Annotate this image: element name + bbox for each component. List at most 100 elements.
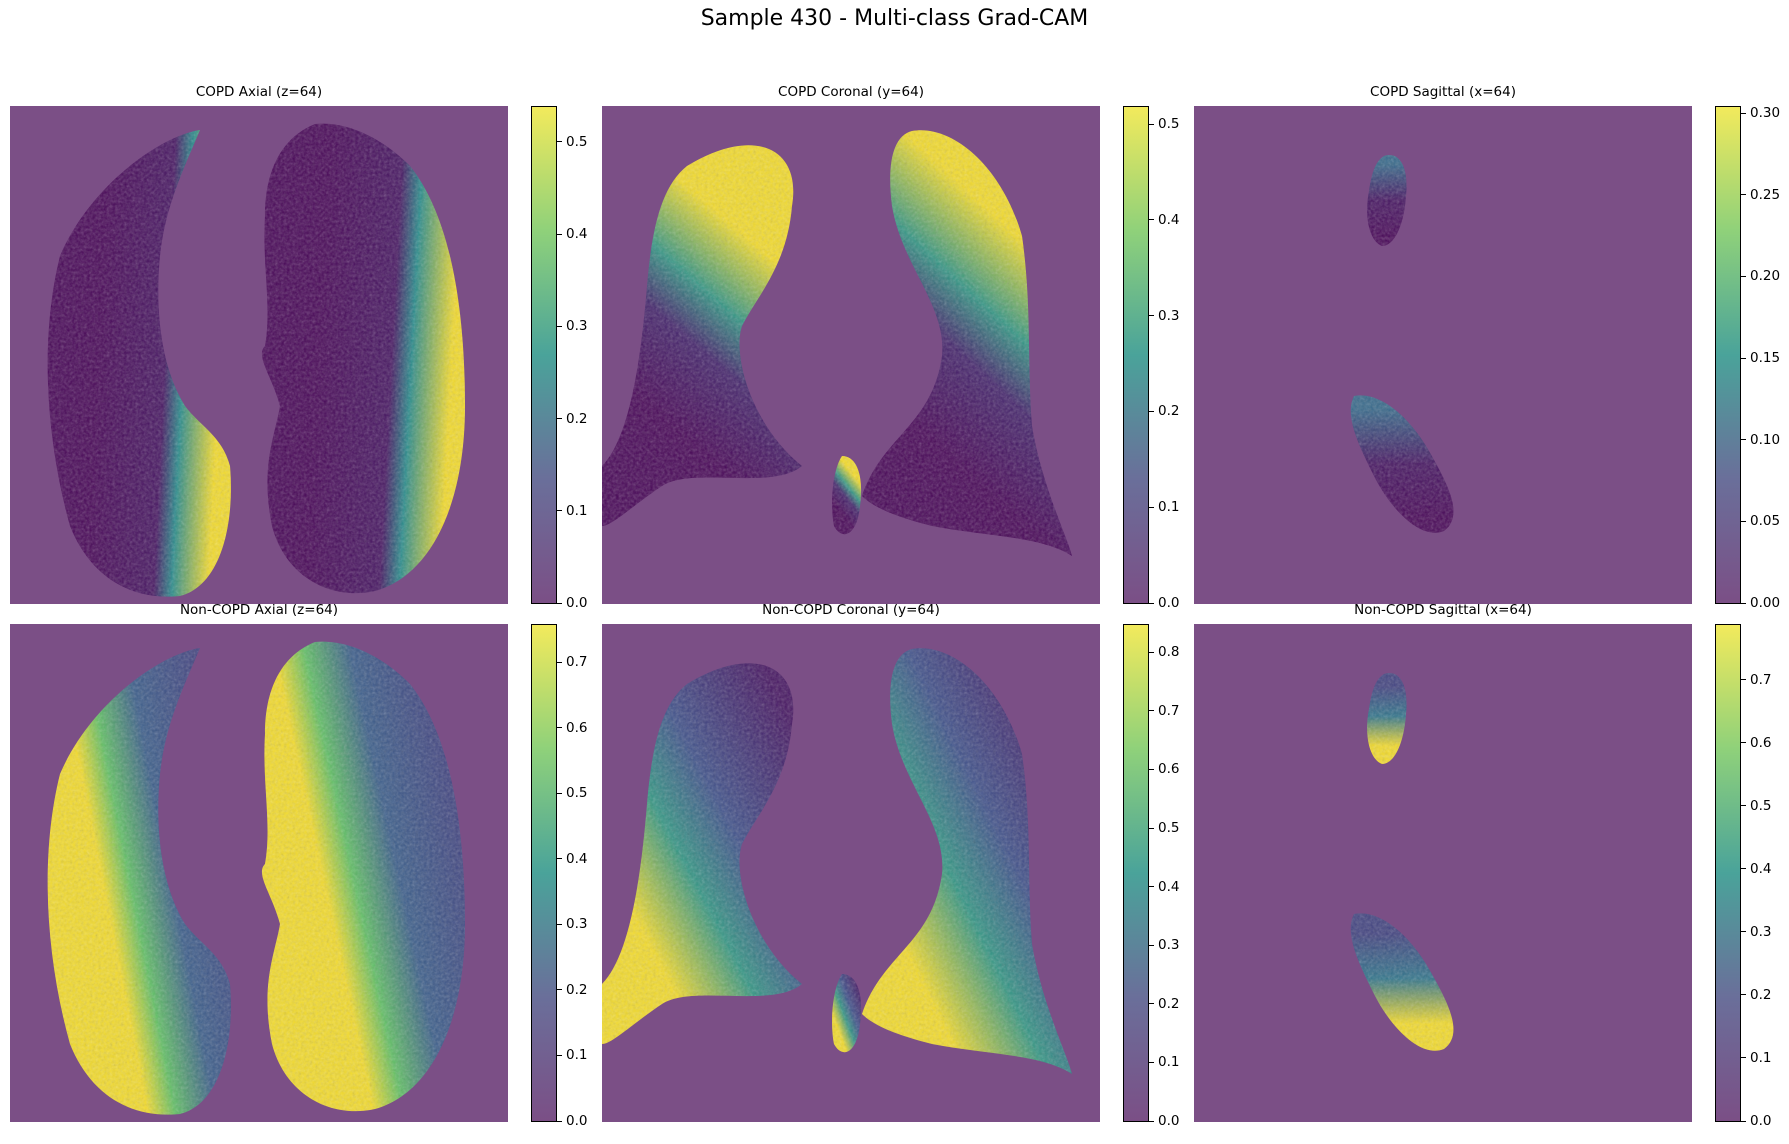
colorbar-tick-label: 0.0 bbox=[1148, 1114, 1179, 1129]
colorbar-tick-label: 0.0 bbox=[556, 1114, 587, 1129]
tick-mark bbox=[1148, 506, 1154, 508]
colorbar-tick-label: 0.3 bbox=[1740, 925, 1771, 940]
colorbar-tick-label: 0.6 bbox=[1148, 763, 1179, 777]
tick-mark bbox=[1148, 768, 1154, 770]
tick-text: 0.6 bbox=[1750, 734, 1772, 751]
noncopd-axial-colorbar bbox=[531, 624, 557, 1122]
tick-mark bbox=[556, 792, 562, 794]
lung-texture bbox=[832, 974, 862, 1053]
tick-mark bbox=[1740, 357, 1746, 359]
colorbar-tick-label: 0.5 bbox=[556, 135, 587, 150]
tick-text: 0.4 bbox=[1750, 860, 1772, 877]
tick-text: 0.2 bbox=[566, 410, 588, 427]
tick-text: 0.5 bbox=[566, 785, 588, 802]
colorbar-tick-label: 0.4 bbox=[556, 226, 588, 243]
tick-text: 0.1 bbox=[1158, 1054, 1180, 1071]
colorbar-tick-label: 0.8 bbox=[1148, 646, 1179, 660]
tick-text: 0.0 bbox=[566, 595, 588, 611]
colorbar-tick-label: 0.3 bbox=[1148, 307, 1180, 324]
tick-mark bbox=[1740, 994, 1746, 996]
colorbar-tick-label: 0.3 bbox=[556, 918, 587, 932]
panel-title-copd-coronal: COPD Coronal (y=64) bbox=[778, 84, 924, 100]
tick-text: 0.1 bbox=[566, 1047, 588, 1064]
tick-text: 0.5 bbox=[1750, 797, 1772, 814]
colorbar-tick-label: 0.25 bbox=[1740, 186, 1781, 203]
copd-axial-image bbox=[10, 106, 508, 604]
tick-mark bbox=[556, 233, 562, 235]
colorbar-tick-label: 0.1 bbox=[556, 502, 588, 519]
tick-mark bbox=[556, 661, 562, 663]
tick-mark bbox=[556, 141, 562, 143]
tick-text: 0.25 bbox=[1750, 186, 1781, 203]
colorbar-tick-label: 0.2 bbox=[556, 410, 588, 427]
colorbar-tick-label: 0.30 bbox=[1740, 105, 1781, 122]
tick-text: 0.20 bbox=[1750, 268, 1781, 285]
lung-texture bbox=[1367, 673, 1407, 764]
colorbar-tick-label: 0.1 bbox=[1740, 1049, 1772, 1066]
tick-mark bbox=[556, 858, 562, 860]
lung-texture bbox=[602, 663, 802, 1044]
noncopd-sagittal-image bbox=[1194, 624, 1692, 1122]
lung-texture bbox=[602, 145, 802, 526]
tick-mark bbox=[1148, 1061, 1154, 1063]
tick-mark bbox=[1740, 805, 1746, 807]
colorbar-tick-label: 0.0 bbox=[556, 595, 588, 611]
tick-text: 0.30 bbox=[1750, 105, 1781, 122]
colorbar-tick-label: 0.10 bbox=[1740, 431, 1781, 448]
tick-text: 0.1 bbox=[1158, 499, 1180, 516]
noncopd-sagittal-colorbar bbox=[1715, 624, 1741, 1122]
colorbar-tick-label: 0.00 bbox=[1740, 595, 1781, 611]
tick-text: 0.3 bbox=[1158, 937, 1180, 954]
colorbar-tick-label: 0.1 bbox=[1148, 1056, 1179, 1070]
lung-texture bbox=[47, 648, 231, 1115]
lung-texture bbox=[832, 456, 862, 535]
tick-text: 0.00 bbox=[1750, 595, 1781, 611]
tick-text: 0.7 bbox=[1158, 702, 1180, 719]
tick-text: 0.5 bbox=[1158, 820, 1180, 837]
tick-text: 0.4 bbox=[566, 850, 588, 867]
colorbar-tick-label: 0.7 bbox=[1148, 702, 1180, 719]
tick-mark bbox=[1148, 410, 1154, 412]
tick-mark bbox=[1740, 868, 1746, 870]
colorbar-tick-label: 0.2 bbox=[1740, 986, 1772, 1003]
tick-mark bbox=[1740, 1120, 1746, 1122]
tick-text: 0.1 bbox=[1750, 1049, 1772, 1066]
colorbar-tick-label: 0.4 bbox=[1148, 880, 1179, 895]
colorbar-tick-label: 0.5 bbox=[1148, 117, 1179, 132]
colorbar-tick-label: 0.15 bbox=[1740, 350, 1781, 367]
panel-title-noncopd-coronal: Non-COPD Coronal (y=64) bbox=[762, 602, 940, 618]
tick-mark bbox=[1148, 827, 1154, 829]
colorbar-tick-label: 0.5 bbox=[556, 787, 587, 801]
lung-texture bbox=[47, 130, 231, 597]
copd-sagittal-colorbar bbox=[1715, 106, 1741, 604]
colorbar-tick-label: 0.4 bbox=[556, 850, 588, 867]
copd-sagittal-image bbox=[1194, 106, 1692, 604]
tick-text: 0.3 bbox=[1158, 307, 1180, 324]
tick-mark bbox=[1148, 219, 1154, 221]
tick-text: 0.2 bbox=[1750, 986, 1772, 1003]
colorbar-tick-label: 0.6 bbox=[556, 721, 587, 736]
tick-text: 0.0 bbox=[1750, 1113, 1772, 1129]
colorbar-tick-label: 0.3 bbox=[556, 320, 587, 334]
copd-axial-colorbar bbox=[531, 106, 557, 604]
figure-title: Sample 430 - Multi-class Grad-CAM bbox=[700, 6, 1089, 31]
panel-title-noncopd-axial: Non-COPD Axial (z=64) bbox=[179, 602, 339, 618]
lung-texture bbox=[1350, 913, 1454, 1051]
tick-text: 0.4 bbox=[1158, 211, 1180, 228]
noncopd-coronal-colorbar bbox=[1123, 624, 1149, 1122]
colorbar-tick-label: 0.0 bbox=[1148, 596, 1179, 611]
tick-text: 0.4 bbox=[566, 226, 588, 243]
tick-text: 0.10 bbox=[1750, 431, 1781, 448]
tick-mark bbox=[1148, 1120, 1154, 1122]
tick-text: 0.1 bbox=[566, 502, 588, 519]
tick-mark bbox=[1740, 742, 1746, 744]
tick-text: 0.15 bbox=[1750, 350, 1781, 367]
colorbar-tick-label: 0.5 bbox=[1148, 820, 1180, 837]
lung-texture bbox=[261, 123, 465, 594]
colorbar-tick-label: 0.1 bbox=[1148, 499, 1180, 516]
tick-text: 0.2 bbox=[1158, 995, 1180, 1012]
tick-mark bbox=[556, 1054, 562, 1056]
tick-text: 0.3 bbox=[566, 318, 588, 335]
tick-text: 0.05 bbox=[1750, 513, 1781, 530]
copd-coronal-colorbar bbox=[1123, 106, 1149, 604]
